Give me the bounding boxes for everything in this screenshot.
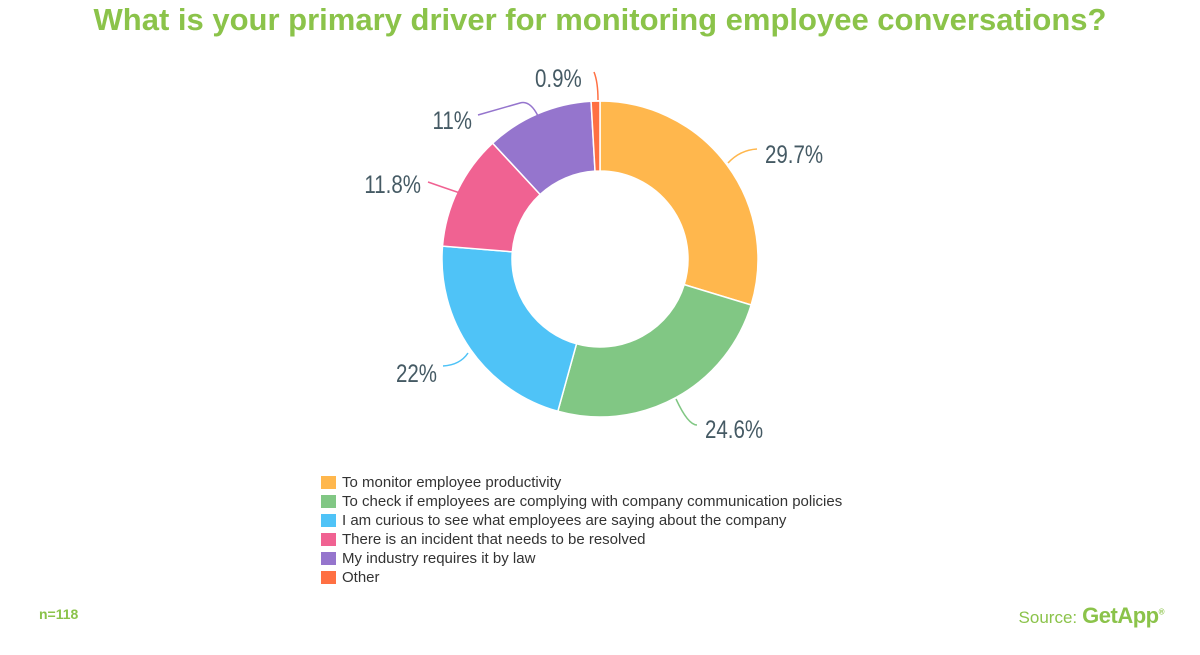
legend-item: Other	[321, 568, 842, 587]
legend-label: To monitor employee productivity	[342, 474, 562, 491]
getapp-logo: GetApp®	[1082, 603, 1164, 628]
donut-slice	[590, 100, 601, 172]
data-label: 0.9%	[535, 64, 582, 92]
data-label: 22%	[396, 359, 437, 387]
legend-swatch	[321, 495, 336, 508]
data-label: 11.8%	[364, 170, 421, 198]
label-connector	[727, 148, 758, 164]
label-connector	[593, 71, 599, 101]
donut-slice	[599, 100, 759, 306]
legend-swatch	[321, 571, 336, 584]
legend-label: To check if employees are complying with…	[342, 493, 843, 510]
donut-slice	[556, 283, 753, 418]
donut-slice	[441, 245, 578, 413]
legend-label: There is an incident that needs to be re…	[342, 531, 646, 548]
source-credit: Source: GetApp®	[1018, 603, 1165, 629]
label-connector	[442, 352, 469, 367]
data-label: 11%	[432, 106, 472, 134]
legend-swatch	[321, 514, 336, 527]
label-connector	[427, 181, 461, 194]
legend-label: Other	[342, 569, 380, 586]
legend-item: I am curious to see what employees are s…	[321, 511, 842, 530]
data-label: 24.6%	[705, 415, 763, 443]
legend-item: To monitor employee productivity	[321, 473, 842, 492]
legend-item: My industry requires it by law	[321, 549, 842, 568]
sample-size: n=118	[39, 606, 79, 622]
source-label: Source:	[1018, 608, 1078, 627]
legend-item: To check if employees are complying with…	[321, 492, 842, 511]
legend-label: I am curious to see what employees are s…	[342, 512, 787, 529]
chart-legend: To monitor employee productivity To check…	[321, 473, 842, 587]
chart-title: What is your primary driver for monitori…	[93, 2, 1107, 37]
legend-swatch	[321, 476, 336, 489]
label-connector	[675, 398, 698, 426]
legend-label: My industry requires it by law	[342, 550, 536, 567]
legend-swatch	[321, 552, 336, 565]
legend-item: There is an incident that needs to be re…	[321, 530, 842, 549]
label-connector	[477, 101, 539, 117]
data-label: 29.7%	[765, 140, 823, 168]
legend-swatch	[321, 533, 336, 546]
